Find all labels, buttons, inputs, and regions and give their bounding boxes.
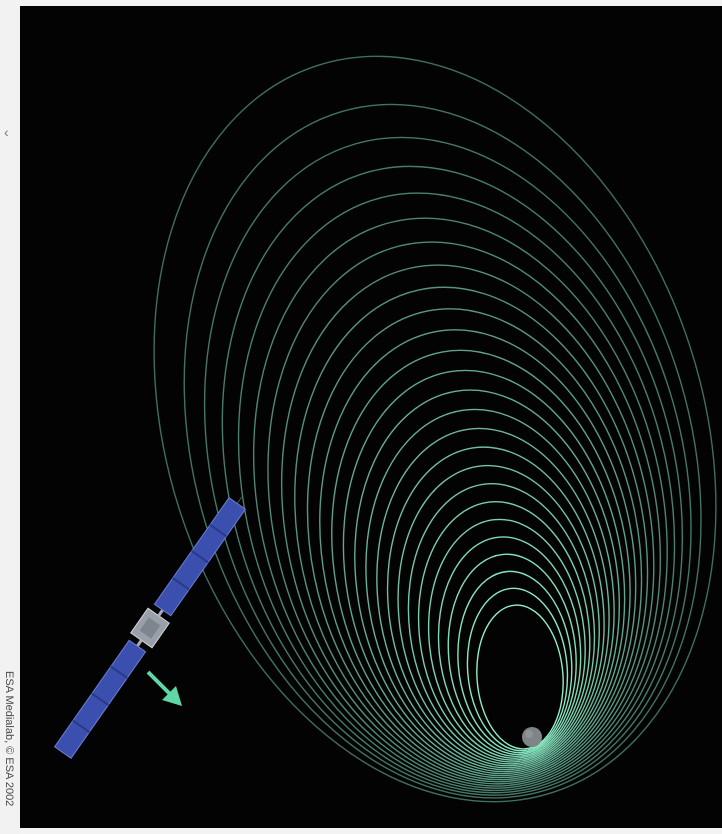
orbit-ellipse (376, 427, 610, 769)
spiral-orbits (153, 55, 717, 803)
orbit-ellipse (397, 464, 600, 765)
image-credit: ESA Medialab, © ESA 2002 (3, 671, 15, 807)
orbit-ellipse (457, 570, 573, 754)
orbit-ellipse (306, 308, 643, 781)
orbit-ellipse (153, 55, 717, 803)
orbit-ellipse (407, 483, 596, 763)
orbit-ellipse (365, 408, 615, 771)
orbit-ellipse (319, 329, 637, 779)
satellite-icon (53, 496, 247, 759)
arrow-icon (146, 670, 182, 706)
orbit-ellipse (221, 165, 684, 794)
orbit-ellipse (294, 286, 649, 783)
orbit-ellipse (447, 553, 577, 756)
orbit-svg (53, 55, 717, 803)
orbit-illustration (20, 6, 722, 828)
orbit-ellipse (476, 604, 564, 750)
orbit-ellipse (437, 536, 582, 757)
orbit-ellipse (342, 369, 626, 775)
orbit-ellipse (252, 217, 668, 789)
orbit-ellipse (386, 446, 605, 767)
solar-panel-right (153, 497, 247, 617)
orbit-ellipse (354, 389, 621, 773)
orbit-ellipse (331, 349, 631, 777)
moon-icon (522, 727, 542, 747)
margin-mark: ‹ (4, 124, 9, 140)
orbit-ellipse (183, 103, 702, 799)
image-margin: ‹ ESA Medialab, © ESA 2002 (0, 0, 20, 834)
orbit-ellipse (427, 518, 586, 759)
solar-panel-left (53, 639, 147, 759)
orbit-ellipse (417, 500, 591, 761)
orbit-ellipse (280, 264, 655, 785)
orbit-ellipse (466, 587, 569, 752)
orbit-ellipse (237, 192, 676, 792)
orbit-ellipse (267, 241, 662, 787)
